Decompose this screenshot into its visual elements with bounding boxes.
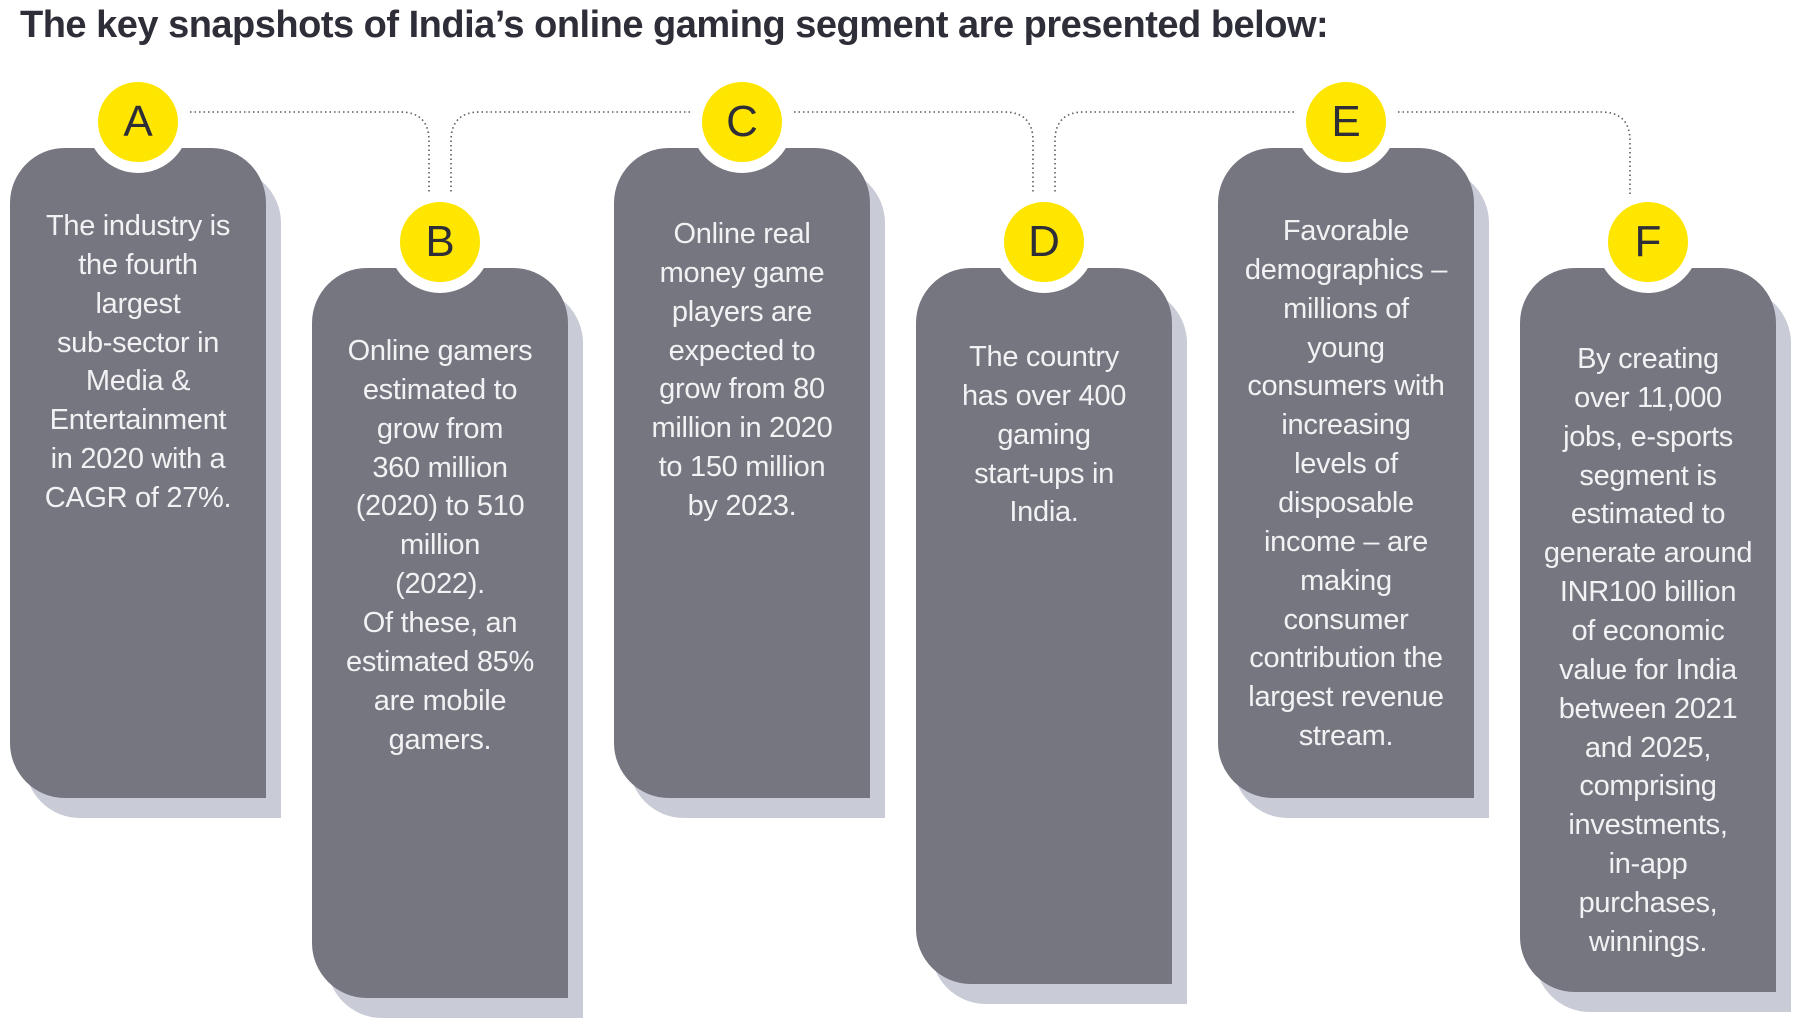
card-d-text: The country has over 400 gaming start-up…: [961, 341, 1127, 529]
connector-e-to-f: [1398, 111, 1631, 199]
card-a-badge: A: [87, 71, 189, 173]
connector-e-to-d: [1054, 111, 1294, 199]
connector-c-to-b: [450, 111, 690, 199]
card-e-letter: E: [1331, 97, 1361, 146]
card-a-letter: A: [123, 97, 153, 146]
card-e-badge: E: [1295, 71, 1397, 173]
card-f-text: By creating over 11,000 jobs, e-sports s…: [1543, 343, 1753, 958]
card-a-text: The industry is the fourth largest sub-s…: [44, 210, 232, 515]
card-c: C Online real money game players are exp…: [614, 71, 870, 798]
card-d-letter: D: [1028, 217, 1060, 266]
card-d: D The country has over 400 gaming start-…: [916, 191, 1172, 984]
card-c-letter: C: [726, 97, 758, 146]
card-c-text: Online real money game players are expec…: [651, 218, 833, 523]
card-f-badge: F: [1597, 191, 1699, 293]
card-a: A The industry is the fourth largest sub…: [10, 71, 266, 798]
connector-a-to-b: [190, 111, 430, 199]
card-d-badge: D: [993, 191, 1095, 293]
connector-c-to-d: [794, 111, 1034, 199]
card-b-badge: B: [389, 191, 491, 293]
card-b-letter: B: [425, 217, 455, 266]
card-f-letter: F: [1634, 217, 1662, 266]
card-e: E Favorable demographics – millions of y…: [1218, 71, 1474, 798]
card-e-text: Favorable demographics – millions of you…: [1244, 215, 1448, 753]
card-b-text: Online gamers estimated to grow from 360…: [346, 335, 534, 756]
card-b: B Online gamers estimated to grow from 3…: [312, 191, 568, 998]
card-f: F By creating over 11,000 jobs, e-sports…: [1520, 191, 1776, 992]
card-c-badge: C: [691, 71, 793, 173]
page-title: The key snapshots of India’s online gami…: [20, 4, 1329, 46]
